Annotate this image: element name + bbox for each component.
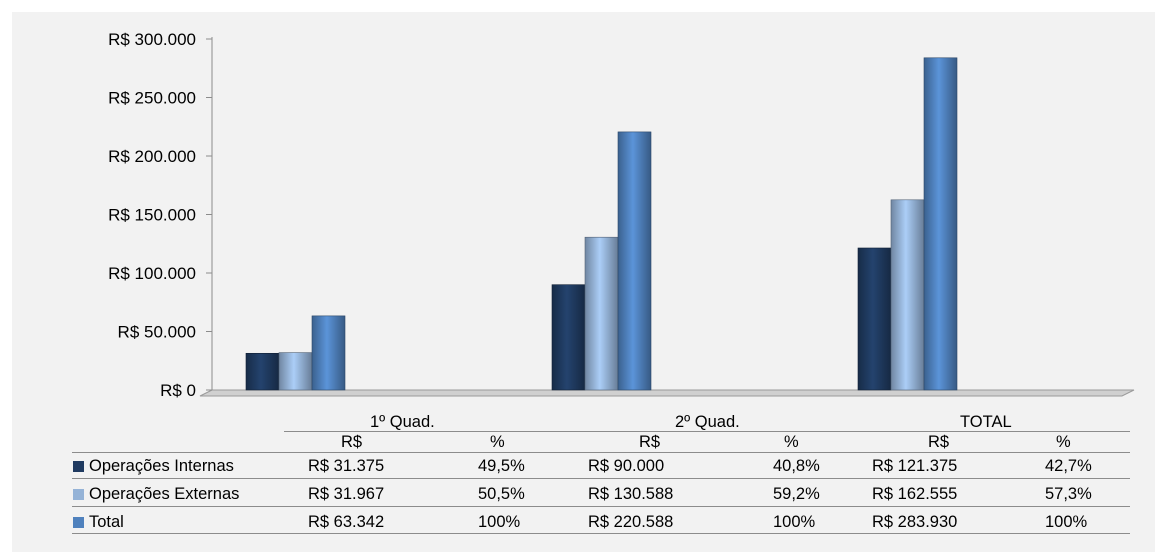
- y-tick-label: R$ 50.000: [118, 323, 196, 342]
- bar-opera-es-externas-0: [278, 352, 313, 391]
- bar-total-0: [311, 315, 346, 391]
- y-tick-label: R$ 100.000: [108, 264, 196, 283]
- y-tick-label: R$ 150.000: [108, 206, 196, 225]
- y-tick-label: R$ 300.000: [108, 30, 196, 49]
- bar-opera-es-internas-2: [857, 247, 892, 391]
- bar-total-1: [617, 131, 652, 391]
- bar-opera-es-externas-2: [890, 199, 925, 391]
- bar-opera-es-internas-0: [245, 352, 280, 391]
- y-tick-label: R$ 250.000: [108, 89, 196, 108]
- chart-floor: [199, 389, 1135, 397]
- bar-opera-es-internas-1: [551, 284, 586, 391]
- bar-chart: R$ 0 R$ 50.000 R$ 100.000 R$ 150.000 R$ 200.…: [108, 30, 1135, 400]
- bar-total-2: [923, 57, 958, 391]
- y-tick-label: R$ 0: [160, 381, 196, 400]
- bar-opera-es-externas-1: [584, 236, 619, 391]
- y-tick-label: R$ 200.000: [108, 147, 196, 166]
- chart-area: R$ 0 R$ 50.000 R$ 100.000 R$ 150.000 R$ 200.…: [12, 12, 1155, 552]
